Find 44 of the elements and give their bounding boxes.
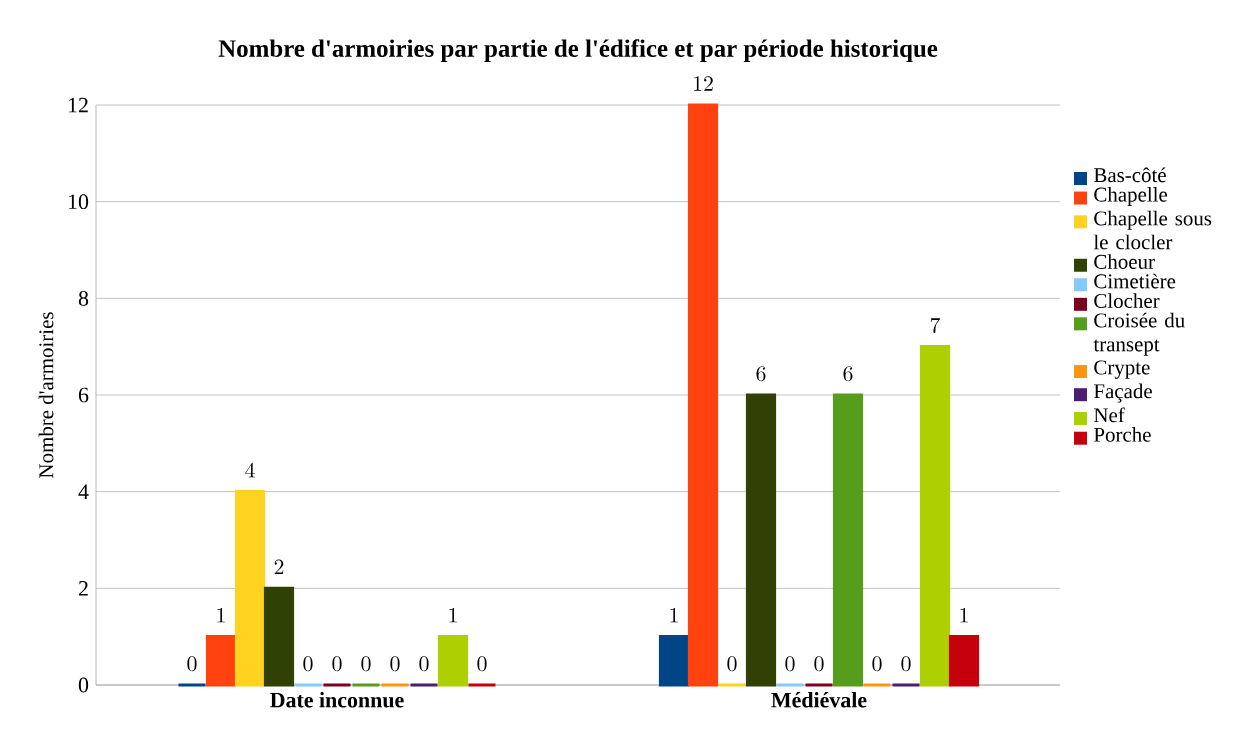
data-label: 0	[477, 656, 487, 672]
legend-label: Porche	[1094, 427, 1151, 442]
legend-label: Bas-côté	[1094, 167, 1166, 183]
legend-label: Chapelle	[1094, 186, 1168, 206]
data-label: 0	[187, 656, 197, 672]
data-label: 0	[901, 656, 911, 672]
data-label: 6	[756, 366, 766, 382]
legend-label: Chapelle sous le clocler	[1093, 210, 1212, 250]
data-label: 0	[785, 656, 795, 672]
y-tick-label: 12	[68, 97, 88, 113]
legend-label: Croisée du transept	[1093, 312, 1185, 356]
y-axis-title: Nombre d'armoiries	[38, 312, 54, 478]
x-tick-label: Date inconnue	[270, 692, 404, 708]
data-label: 0	[872, 656, 882, 672]
y-tick-label: 2	[78, 581, 88, 596]
x-tick-label: Médiévale	[771, 692, 867, 708]
data-label: 0	[727, 656, 737, 672]
data-label: 7	[930, 317, 941, 333]
legend-label: Crypte	[1094, 360, 1150, 379]
data-label: 1	[217, 607, 225, 623]
legend-label: Nef	[1094, 407, 1125, 423]
legend-label: Façade	[1094, 383, 1152, 403]
y-tick-label: 6	[78, 387, 89, 403]
data-label: 12	[694, 76, 713, 91]
legend-label: Clocher	[1094, 293, 1160, 308]
data-label: 0	[332, 656, 342, 672]
legend-label: Cimetière	[1094, 273, 1176, 289]
data-label: 0	[390, 656, 400, 672]
data-label: 1	[449, 607, 457, 623]
data-label: 0	[361, 656, 371, 672]
data-label: 2	[274, 559, 284, 575]
data-label: 0	[419, 656, 429, 672]
y-tick-label: 10	[68, 194, 89, 210]
legend-label: Choeur	[1094, 254, 1155, 269]
data-label: 1	[960, 607, 968, 623]
data-label: 4	[245, 462, 255, 478]
y-tick-label: 4	[78, 484, 89, 499]
y-tick-label: 8	[78, 290, 89, 306]
data-label: 6	[843, 366, 853, 382]
data-label: 0	[303, 656, 313, 672]
y-tick-label: 0	[78, 677, 89, 693]
data-label: 0	[814, 656, 824, 672]
data-label: 1	[670, 607, 678, 623]
chart-title: Nombre d'armoiries par partie de l'édifice et par période historique	[218, 39, 938, 63]
